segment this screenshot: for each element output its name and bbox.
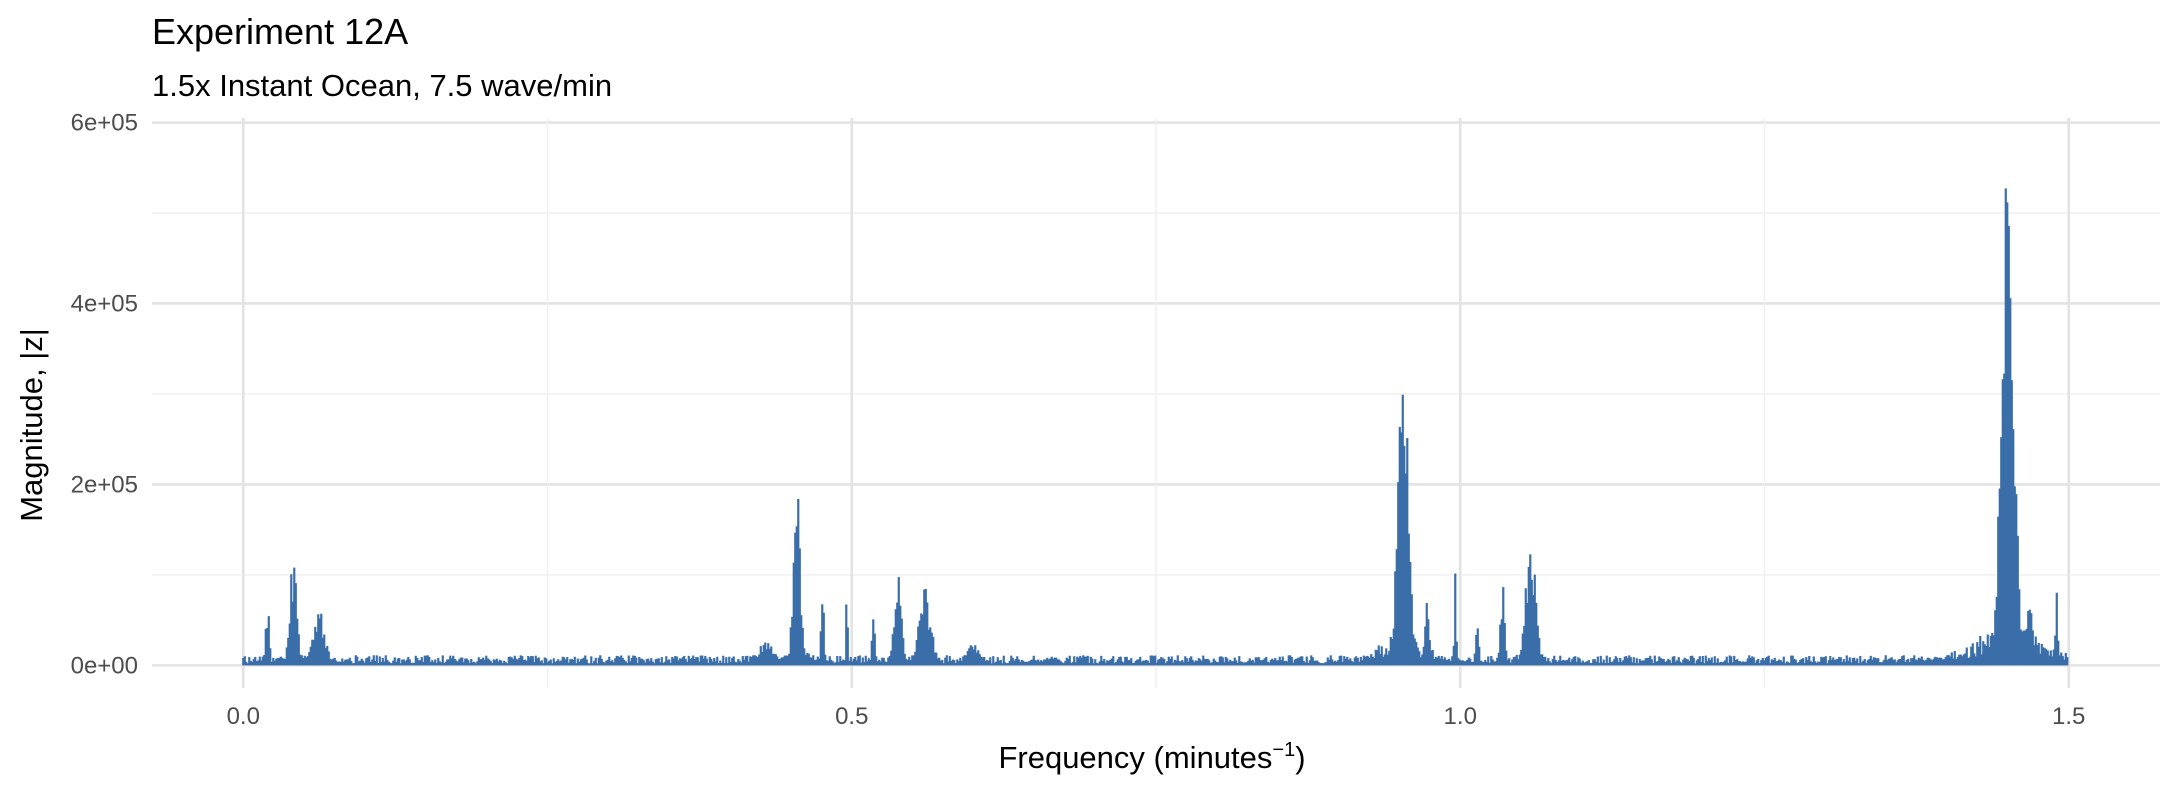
y-tick-label: 2e+05 xyxy=(71,471,138,498)
y-axis-title: Magnitude, |z| xyxy=(14,328,49,522)
x-tick-label: 0.5 xyxy=(835,703,868,730)
y-tick-label: 4e+05 xyxy=(71,290,138,317)
x-tick-label: 0.0 xyxy=(227,703,260,730)
spectrum-bars xyxy=(243,188,2067,665)
x-axis-title-text: Frequency (minutes xyxy=(998,740,1272,775)
y-axis-ticks: 0e+00 2e+05 4e+05 6e+05 xyxy=(71,110,138,680)
x-axis-title: Frequency (minutes−1) xyxy=(998,739,1305,775)
x-axis-title-superscript: −1 xyxy=(1272,739,1295,761)
x-tick-label: 1.5 xyxy=(2052,703,2085,730)
y-tick-label: 0e+00 xyxy=(71,652,138,679)
x-tick-label: 1.0 xyxy=(1444,703,1477,730)
grid-lines xyxy=(152,118,2160,688)
y-tick-label: 6e+05 xyxy=(71,110,138,137)
x-axis-title-suffix: ) xyxy=(1295,740,1305,775)
x-axis-ticks: 0.0 0.5 1.0 1.5 xyxy=(227,703,2086,730)
